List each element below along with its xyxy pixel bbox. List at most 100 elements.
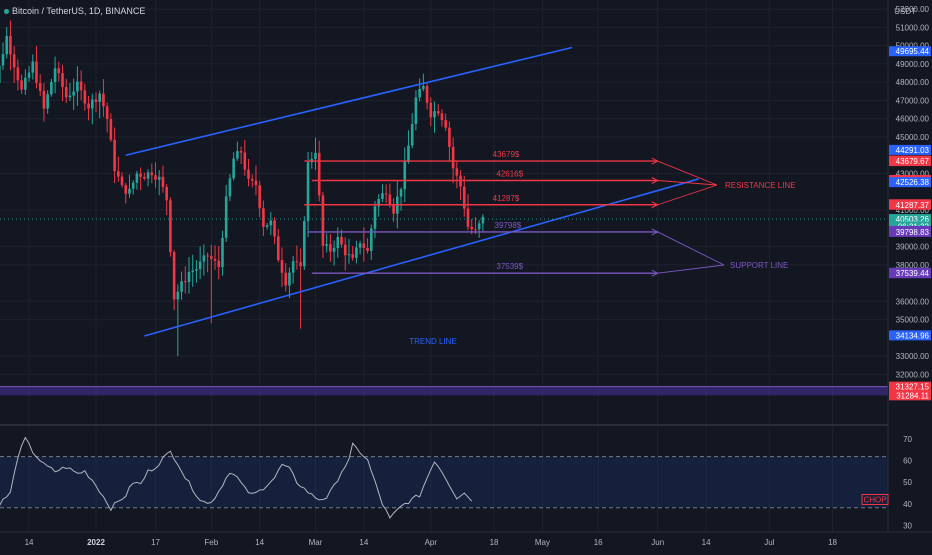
time-axis-label: 14 bbox=[359, 538, 368, 547]
level-label: 42616$ bbox=[496, 169, 523, 178]
trend-line-upper bbox=[125, 46, 573, 156]
price-tag-label: 39798.83 bbox=[896, 228, 930, 237]
symbol-title: Bitcoin / TetherUS, 1D, BINANCE bbox=[4, 6, 145, 16]
candle-body bbox=[146, 172, 150, 179]
price-tag-label: 40503.26 bbox=[896, 215, 930, 224]
price-tick-label: 52000.00 bbox=[896, 5, 930, 14]
candle-body bbox=[187, 272, 191, 282]
candle-body bbox=[42, 90, 46, 109]
price-tick-label: 33000.00 bbox=[896, 352, 930, 361]
candle-body bbox=[247, 169, 250, 179]
candle-body bbox=[381, 193, 384, 200]
candle-body bbox=[336, 236, 340, 249]
price-tag-label: 31284.11 bbox=[896, 391, 929, 400]
candle-body bbox=[124, 185, 128, 194]
price-tag-label: 49695.44 bbox=[896, 47, 930, 56]
time-axis-label: 14 bbox=[702, 538, 711, 547]
candle-body bbox=[217, 260, 221, 268]
candle-body bbox=[0, 65, 1, 83]
level-arrow-icon bbox=[651, 177, 659, 184]
price-tick-label: 32000.00 bbox=[896, 370, 930, 379]
price-tick-label: 45000.00 bbox=[896, 133, 930, 142]
candle-body bbox=[262, 208, 265, 227]
candle-body bbox=[314, 152, 317, 160]
candle-body bbox=[157, 176, 161, 180]
candle-body bbox=[131, 182, 135, 189]
candle-body bbox=[183, 281, 187, 283]
chop-tick-label: 70 bbox=[903, 435, 912, 444]
candle-body bbox=[239, 151, 243, 153]
candle-body bbox=[306, 162, 310, 222]
time-axis-label: 2022 bbox=[87, 538, 105, 547]
candle-body bbox=[243, 152, 247, 170]
price-tag-label: 42526.38 bbox=[896, 178, 930, 187]
time-axis-label: 16 bbox=[594, 538, 603, 547]
resistance-label: RESISTANCE LINE bbox=[725, 181, 796, 190]
candle-body bbox=[24, 77, 27, 90]
candle-body bbox=[347, 254, 351, 256]
candle-body bbox=[462, 186, 466, 209]
candle-body bbox=[418, 89, 421, 98]
candle-body bbox=[165, 187, 168, 201]
candle-body bbox=[433, 111, 436, 118]
price-tick-label: 43000.00 bbox=[896, 169, 930, 178]
price-tag-label: 37539.44 bbox=[896, 269, 930, 278]
price-tag bbox=[889, 199, 931, 210]
candle-body bbox=[429, 102, 433, 118]
time-axis-label: Apr bbox=[425, 538, 438, 547]
candle-body bbox=[295, 261, 299, 263]
candle-body bbox=[269, 220, 273, 226]
candle-body bbox=[46, 94, 49, 109]
candle-body bbox=[265, 225, 269, 227]
price-tick-label: 49000.00 bbox=[896, 60, 930, 69]
candle-body bbox=[213, 258, 217, 261]
candle-body bbox=[373, 206, 377, 229]
price-tick-label: 50000.00 bbox=[896, 42, 930, 51]
candle-body bbox=[392, 204, 395, 214]
candle-body bbox=[31, 61, 35, 73]
candle-body bbox=[176, 291, 180, 300]
price-tag-label: 43679.67 bbox=[896, 157, 930, 166]
candle-body bbox=[317, 152, 321, 196]
candle-body bbox=[284, 272, 288, 286]
candle-body bbox=[180, 281, 183, 292]
level-label: 39798$ bbox=[495, 221, 522, 230]
chop-tick-label: 50 bbox=[903, 478, 912, 487]
candle-body bbox=[466, 208, 470, 227]
candle-body bbox=[72, 91, 75, 96]
candle-body bbox=[448, 127, 451, 147]
level-arrow-icon bbox=[651, 269, 659, 277]
level-connector-line bbox=[657, 231, 725, 266]
candle-body bbox=[35, 61, 38, 83]
candle-body bbox=[481, 216, 485, 224]
candle-body bbox=[273, 220, 276, 237]
candle-body bbox=[38, 82, 42, 91]
level-connector-line bbox=[657, 180, 718, 186]
candle-body bbox=[325, 244, 328, 246]
price-tag bbox=[889, 330, 931, 341]
price-tick-label: 47000.00 bbox=[896, 96, 930, 105]
candle-body bbox=[76, 81, 79, 92]
candle-body bbox=[329, 244, 332, 252]
price-tag bbox=[889, 390, 931, 401]
chop-tick-label: 40 bbox=[903, 500, 912, 509]
candle-body bbox=[384, 193, 388, 195]
chop-name-tag bbox=[861, 494, 889, 505]
candle-body bbox=[232, 158, 235, 179]
candle-body bbox=[16, 67, 20, 81]
candle-body bbox=[474, 229, 477, 231]
candle-body bbox=[195, 269, 198, 271]
candle-body bbox=[288, 272, 291, 286]
candle-body bbox=[399, 189, 403, 197]
support-label: SUPPORT LINE bbox=[730, 261, 788, 270]
candle-body bbox=[57, 68, 61, 74]
candle-body bbox=[113, 139, 116, 172]
candle-body bbox=[135, 173, 139, 183]
level-label: 43679$ bbox=[493, 150, 520, 159]
time-axis-label: Feb bbox=[204, 538, 218, 547]
level-connector-line bbox=[657, 264, 725, 274]
candle-body bbox=[236, 151, 239, 159]
candle-body bbox=[27, 72, 31, 78]
candle-body bbox=[64, 87, 68, 98]
